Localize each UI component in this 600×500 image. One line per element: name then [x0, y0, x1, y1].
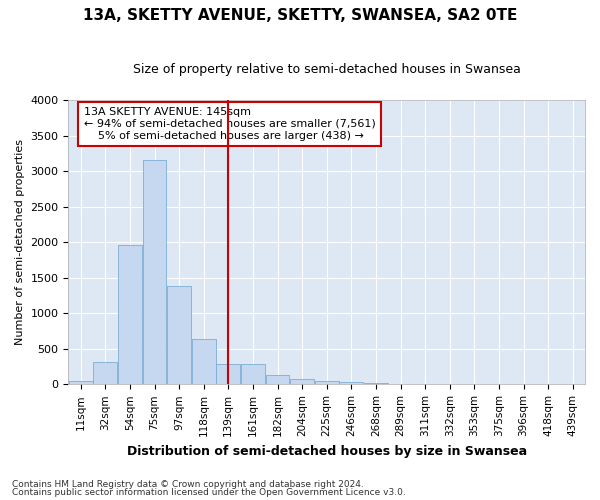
Bar: [217, 364, 240, 384]
Bar: [167, 286, 191, 384]
Text: 13A SKETTY AVENUE: 145sqm
← 94% of semi-detached houses are smaller (7,561)
    : 13A SKETTY AVENUE: 145sqm ← 94% of semi-…: [84, 108, 376, 140]
Bar: [118, 245, 142, 384]
Bar: [340, 382, 363, 384]
Bar: [290, 379, 314, 384]
Y-axis label: Number of semi-detached properties: Number of semi-detached properties: [15, 140, 25, 346]
X-axis label: Distribution of semi-detached houses by size in Swansea: Distribution of semi-detached houses by …: [127, 444, 527, 458]
Bar: [94, 362, 117, 384]
Bar: [315, 381, 338, 384]
Text: Contains public sector information licensed under the Open Government Licence v3: Contains public sector information licen…: [12, 488, 406, 497]
Bar: [266, 375, 289, 384]
Bar: [192, 339, 215, 384]
Text: Contains HM Land Registry data © Crown copyright and database right 2024.: Contains HM Land Registry data © Crown c…: [12, 480, 364, 489]
Bar: [241, 364, 265, 384]
Text: 13A, SKETTY AVENUE, SKETTY, SWANSEA, SA2 0TE: 13A, SKETTY AVENUE, SKETTY, SWANSEA, SA2…: [83, 8, 517, 22]
Title: Size of property relative to semi-detached houses in Swansea: Size of property relative to semi-detach…: [133, 62, 521, 76]
Bar: [143, 160, 166, 384]
Bar: [69, 381, 92, 384]
